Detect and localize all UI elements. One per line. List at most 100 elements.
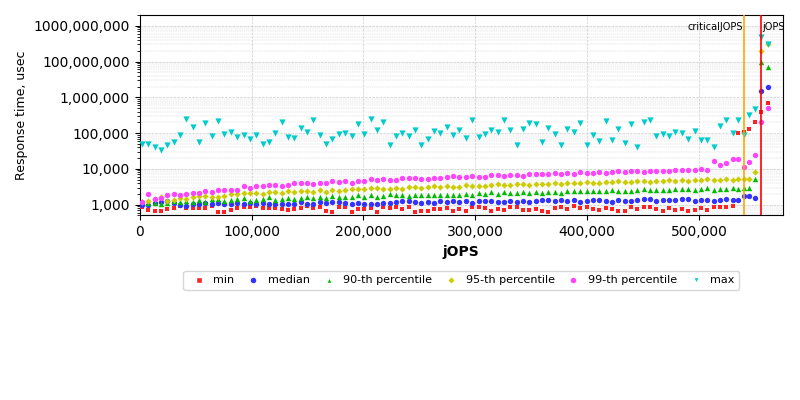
Point — [599, 179, 612, 186]
Point — [307, 117, 320, 123]
Point — [548, 131, 561, 138]
Point — [225, 191, 238, 198]
Point — [478, 197, 491, 204]
Point — [749, 176, 762, 182]
Point — [650, 133, 663, 140]
Point — [612, 197, 625, 203]
Point — [749, 106, 762, 112]
Point — [688, 166, 701, 173]
Point — [390, 192, 402, 198]
Point — [167, 197, 180, 203]
Point — [269, 197, 282, 203]
Point — [320, 200, 333, 206]
Point — [542, 188, 555, 195]
Point — [542, 197, 555, 204]
Point — [396, 130, 409, 136]
Point — [218, 193, 231, 200]
Point — [333, 194, 346, 200]
Point — [517, 126, 530, 133]
Point — [593, 180, 606, 186]
Point — [593, 197, 606, 203]
Point — [148, 196, 161, 202]
Point — [351, 120, 364, 127]
Point — [402, 184, 415, 190]
Point — [599, 169, 612, 176]
Point — [256, 200, 269, 206]
Point — [167, 139, 180, 146]
Point — [530, 171, 542, 178]
Point — [732, 176, 745, 182]
Point — [662, 204, 675, 211]
Point — [142, 141, 154, 147]
Point — [320, 195, 333, 201]
Point — [167, 200, 180, 206]
Point — [726, 176, 739, 183]
Point — [282, 195, 294, 201]
Point — [682, 178, 694, 184]
Point — [193, 190, 206, 196]
Point — [694, 166, 707, 172]
Point — [720, 176, 733, 182]
Point — [743, 158, 756, 165]
X-axis label: jOPS: jOPS — [443, 245, 480, 259]
Point — [517, 181, 530, 187]
Point — [256, 183, 269, 189]
Point — [701, 166, 714, 173]
Point — [510, 190, 523, 196]
Point — [548, 189, 561, 196]
Point — [364, 205, 377, 212]
Point — [180, 198, 193, 204]
Point — [536, 190, 549, 196]
Point — [301, 200, 314, 207]
Point — [294, 199, 307, 206]
Point — [294, 124, 307, 131]
Point — [440, 192, 453, 198]
Point — [459, 182, 472, 188]
Point — [225, 197, 238, 204]
Point — [593, 207, 606, 213]
Point — [446, 192, 459, 198]
Point — [154, 208, 167, 214]
Point — [669, 129, 682, 135]
Point — [338, 187, 351, 193]
Point — [638, 119, 650, 125]
Point — [396, 192, 409, 198]
Point — [701, 137, 714, 144]
Point — [167, 198, 180, 204]
Point — [580, 169, 593, 176]
Point — [504, 198, 517, 204]
Point — [161, 197, 174, 204]
Point — [720, 160, 733, 166]
Point — [345, 133, 358, 139]
Point — [754, 88, 767, 94]
Point — [415, 184, 428, 191]
Point — [212, 200, 225, 206]
Point — [212, 196, 225, 202]
Point — [459, 135, 472, 141]
Point — [243, 197, 256, 204]
Point — [288, 134, 301, 141]
Point — [154, 199, 167, 205]
Point — [250, 203, 262, 210]
Point — [466, 204, 478, 211]
Point — [282, 182, 294, 188]
Point — [599, 118, 612, 125]
Point — [466, 173, 478, 180]
Point — [599, 198, 612, 204]
Point — [377, 186, 390, 192]
Point — [749, 169, 762, 176]
Point — [644, 178, 657, 185]
Point — [453, 127, 466, 134]
Point — [370, 209, 383, 215]
Point — [504, 172, 517, 178]
Point — [707, 204, 720, 211]
Point — [446, 208, 459, 214]
Point — [434, 198, 447, 204]
Point — [275, 190, 288, 196]
Point — [707, 177, 720, 183]
Point — [180, 202, 193, 209]
Point — [618, 140, 631, 146]
Point — [262, 189, 275, 196]
Point — [638, 178, 650, 184]
Point — [491, 199, 504, 205]
